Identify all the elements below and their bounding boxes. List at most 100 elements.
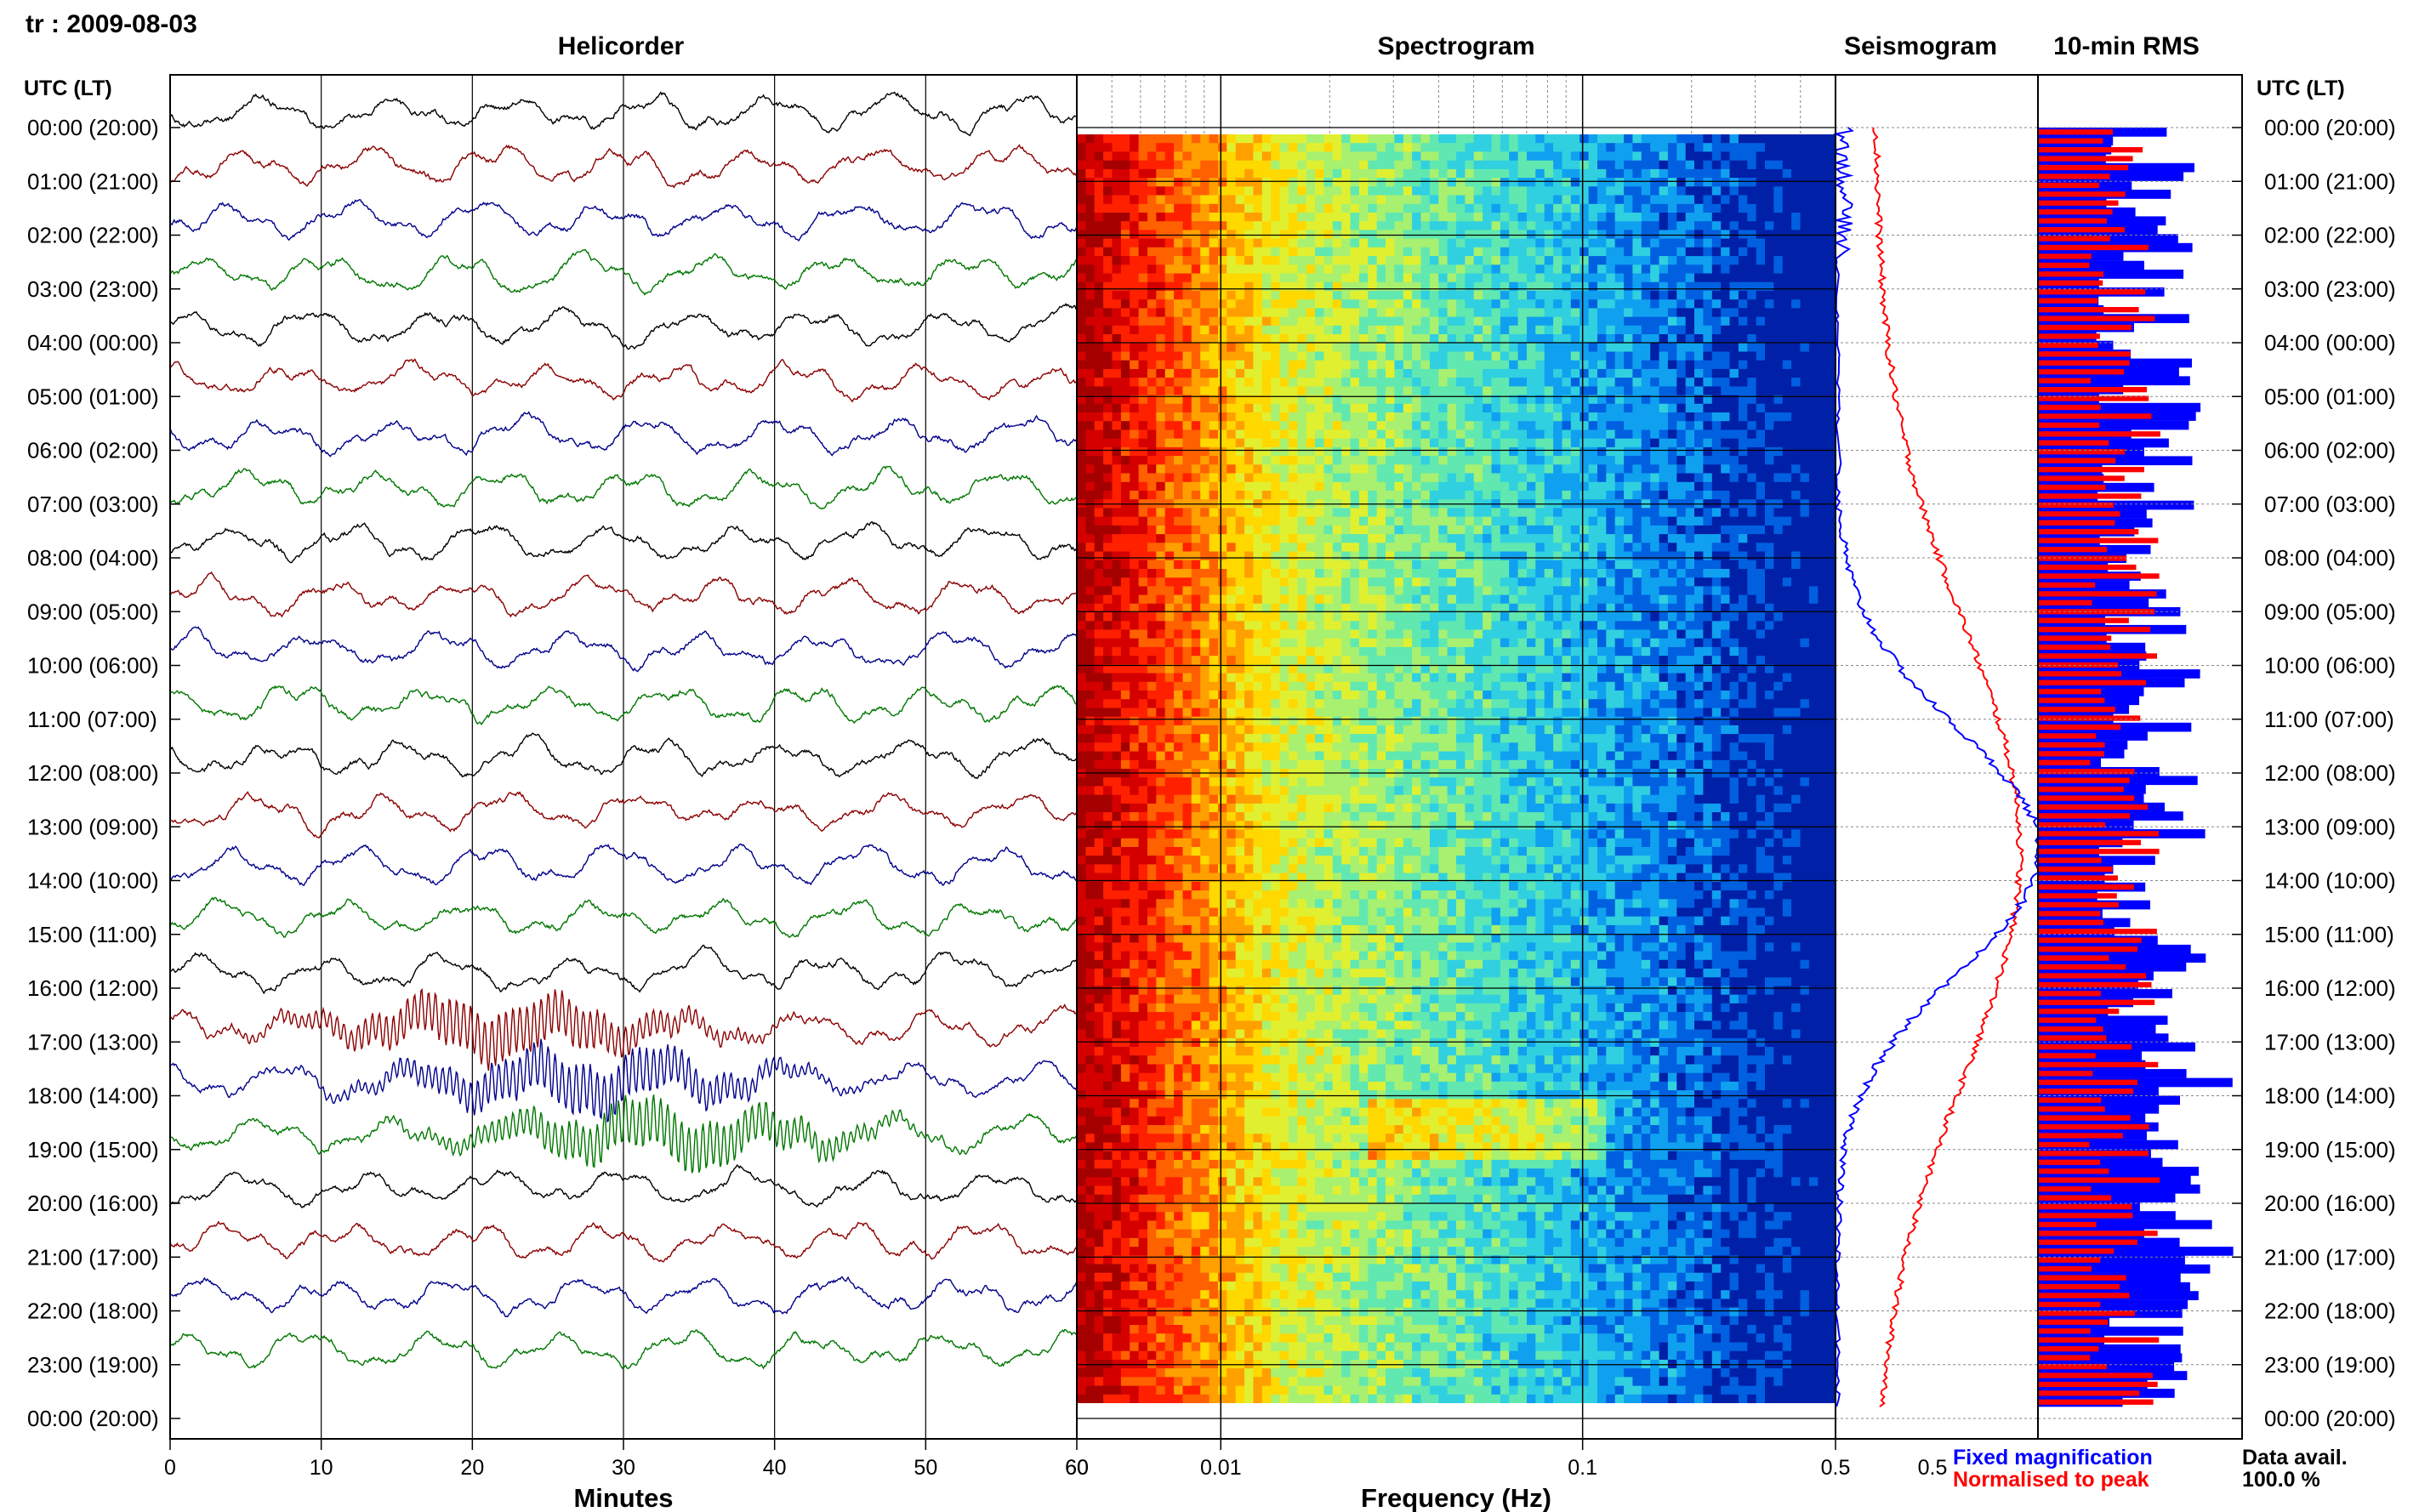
spectrogram-cell — [1376, 378, 1386, 387]
spectrogram-cell — [1808, 481, 1819, 492]
spectrogram-cell — [1588, 368, 1598, 378]
spectrogram-cell — [1738, 464, 1748, 475]
spectrogram-cell — [1420, 577, 1431, 587]
spectrogram-cell — [1182, 290, 1192, 300]
spectrogram-cell — [1130, 491, 1140, 500]
spectrogram-cell — [1527, 160, 1536, 170]
spectrogram-cell — [1465, 569, 1475, 578]
spectrogram-cell — [1791, 230, 1801, 240]
spectrogram-cell — [1438, 543, 1449, 553]
spectrogram-cell — [1632, 586, 1642, 596]
spectrogram-cell — [1544, 612, 1554, 622]
spectrogram-cell — [1227, 429, 1237, 440]
spectrogram-cell — [1667, 446, 1677, 457]
spectrogram-cell — [1288, 334, 1298, 344]
spectrogram-cell — [1641, 360, 1651, 370]
spectrogram-cell — [1773, 395, 1784, 405]
spectrogram-cell — [1703, 621, 1713, 631]
spectrogram-cell — [1376, 473, 1386, 483]
spectrogram-cell — [1147, 230, 1157, 240]
spectrogram-cell — [1358, 508, 1369, 518]
spectrogram-cell — [1429, 230, 1439, 240]
spectrogram-cell — [1614, 203, 1625, 213]
spectrogram-cell — [1465, 403, 1475, 413]
spectrogram-cell — [1341, 299, 1352, 309]
spectrogram-cell — [1429, 247, 1439, 257]
spectrogram-cell — [1721, 464, 1731, 475]
spectrogram-cell — [1235, 412, 1245, 422]
spectrogram-cell — [1376, 213, 1386, 222]
spectrogram-cell — [1447, 603, 1457, 613]
spectrogram-cell — [1218, 247, 1227, 257]
spectrogram-cell — [1624, 368, 1634, 378]
spectrogram-cell — [1808, 586, 1819, 596]
spectrogram-cell — [1738, 621, 1748, 631]
spectrogram-cell — [1227, 221, 1237, 230]
spectrogram-cell — [1306, 290, 1316, 300]
spectrogram-cell — [1147, 543, 1157, 553]
spectrogram-cell — [1103, 281, 1113, 292]
spectrogram-cell — [1218, 543, 1227, 553]
spectrogram-cell — [1315, 464, 1324, 475]
spectrogram-cell — [1261, 412, 1272, 422]
spectrogram-cell — [1729, 186, 1739, 196]
spectrogram-cell — [1103, 525, 1113, 535]
spectrogram-cell — [1315, 551, 1324, 561]
spectrogram-cell — [1182, 195, 1192, 205]
spectrogram-cell — [1553, 491, 1563, 500]
spectrogram-cell — [1500, 429, 1510, 440]
spectrogram-cell — [1703, 612, 1713, 622]
spectrogram-cell — [1438, 230, 1449, 240]
spectrogram-cell — [1261, 569, 1272, 578]
spectrogram-cell — [1500, 160, 1510, 170]
spectrogram-cell — [1112, 403, 1122, 413]
spectrogram-cell — [1747, 238, 1757, 248]
spectrogram-cell — [1738, 273, 1748, 283]
spectrogram-cell — [1244, 343, 1255, 353]
spectrogram-cell — [1562, 386, 1572, 396]
spectrogram-cell — [1200, 473, 1210, 483]
spectrogram-cell — [1297, 386, 1307, 396]
spectrogram-cell — [1315, 238, 1324, 248]
spectrogram-cell — [1632, 178, 1642, 187]
spectrogram-cell — [1597, 360, 1607, 370]
spectrogram-cell — [1403, 551, 1413, 561]
spectrogram-cell — [1773, 594, 1784, 605]
spectrogram-cell — [1174, 343, 1184, 353]
spectrogram-cell — [1509, 569, 1519, 578]
spectrogram-cell — [1614, 273, 1625, 283]
spectrogram-cell — [1606, 516, 1616, 526]
spectrogram-cell — [1721, 508, 1731, 518]
spectrogram-cell — [1685, 412, 1695, 422]
spectrogram-cell — [1077, 247, 1086, 257]
spectrogram-cell — [1650, 560, 1660, 570]
spectrogram-cell — [1765, 264, 1774, 275]
spectrogram-cell — [1120, 456, 1130, 465]
spectrogram-cell — [1174, 247, 1184, 257]
spectrogram-cell — [1200, 160, 1210, 170]
spectrogram-cell — [1491, 446, 1501, 457]
spectrogram-cell — [1483, 481, 1493, 492]
spectrogram-cell — [1773, 586, 1784, 596]
spectrogram-cell — [1483, 325, 1493, 335]
spectrogram-cell — [1358, 134, 1369, 144]
spectrogram-cell — [1447, 534, 1457, 543]
spectrogram-cell — [1641, 368, 1651, 378]
spectrogram-cell — [1659, 186, 1669, 196]
spectrogram-cell — [1394, 629, 1404, 639]
spectrogram-cell — [1332, 325, 1342, 335]
spectrogram-cell — [1703, 290, 1713, 300]
spectrogram-cell — [1535, 491, 1545, 500]
spectrogram-cell — [1420, 160, 1431, 170]
spectrogram-cell — [1721, 438, 1731, 448]
spectrogram-cell — [1509, 473, 1519, 483]
spectrogram-cell — [1447, 325, 1457, 335]
spectrogram-cell — [1765, 446, 1774, 457]
spectrogram-cell — [1491, 534, 1501, 543]
spectrogram-cell — [1738, 438, 1748, 448]
spectrogram-cell — [1527, 134, 1536, 144]
spectrogram-cell — [1447, 247, 1457, 257]
spectrogram-cell — [1659, 325, 1669, 335]
spectrogram-cell — [1112, 273, 1122, 283]
spectrogram-cell — [1782, 543, 1792, 553]
